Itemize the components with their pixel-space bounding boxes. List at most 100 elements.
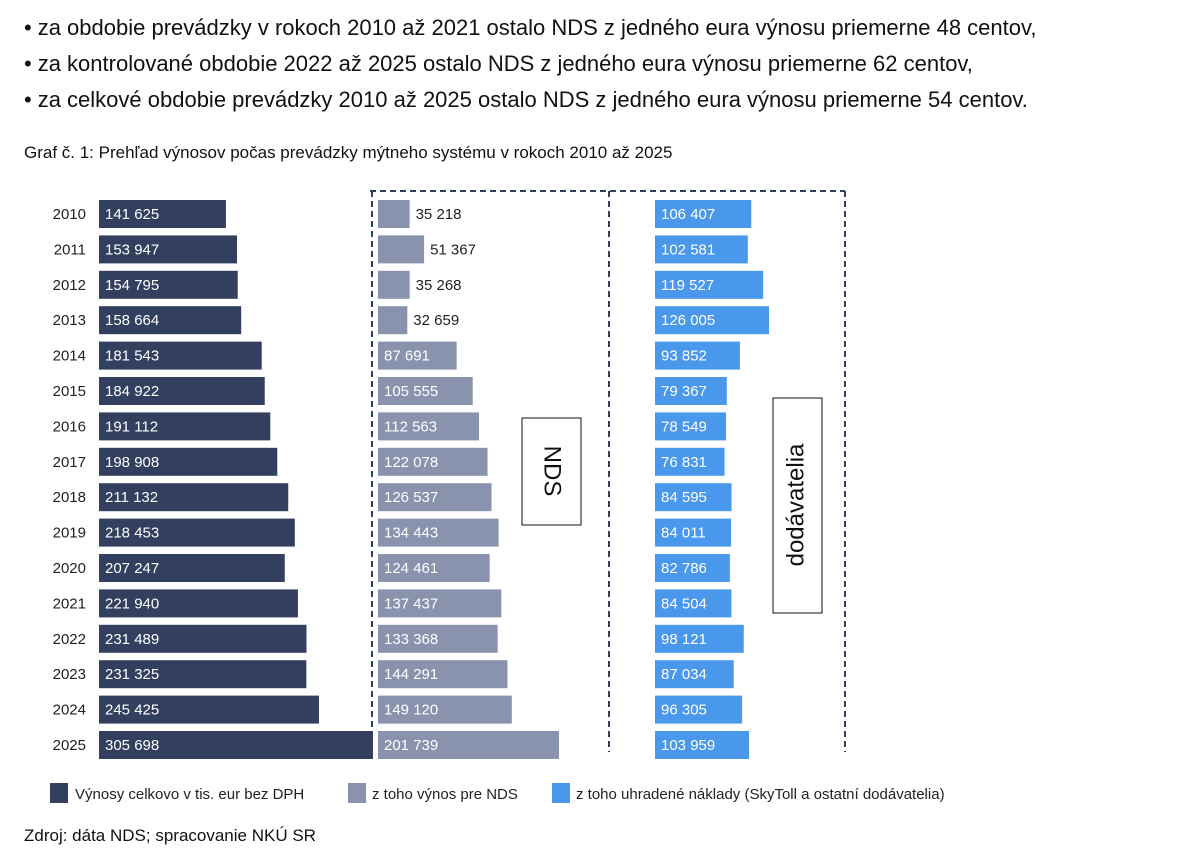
year-tick-label: 2012 <box>53 277 86 294</box>
legend-swatch <box>348 783 366 803</box>
bar-1 <box>99 660 307 689</box>
bullet-list: za obdobie prevádzky v rokoch 2010 až 20… <box>24 10 1037 118</box>
year-tick-label: 2017 <box>53 454 86 471</box>
bar-2 <box>378 447 488 476</box>
bar-value-label: 32 659 <box>413 312 459 329</box>
bar-value-label: 103 959 <box>661 737 715 754</box>
bar-value-label: 98 121 <box>661 631 707 648</box>
bar-2 <box>378 589 502 618</box>
bar-1 <box>99 695 319 724</box>
bar-value-label: 144 291 <box>384 666 438 683</box>
bar-1 <box>99 483 289 512</box>
bar-value-label: 51 367 <box>430 241 476 258</box>
bar-2 <box>378 624 498 653</box>
bar-1 <box>99 589 298 618</box>
legend-label: z toho výnos pre NDS <box>372 786 518 803</box>
year-tick-label: 2022 <box>53 631 86 648</box>
bar-1 <box>99 447 278 476</box>
legend-swatch <box>552 783 570 803</box>
bar-value-label: 141 625 <box>105 206 159 223</box>
bar-3 <box>655 235 748 264</box>
bar-2 <box>378 270 410 299</box>
bar-3 <box>655 447 725 476</box>
bar-value-label: 79 367 <box>661 383 707 400</box>
bar-1 <box>99 306 242 335</box>
year-tick-label: 2021 <box>53 595 86 612</box>
bar-value-label: 102 581 <box>661 241 715 258</box>
bar-2 <box>378 412 479 441</box>
bar-value-label: 96 305 <box>661 702 707 719</box>
bar-value-label: 126 005 <box>661 312 715 329</box>
source-note: Zdroj: dáta NDS; spracovanie NKÚ SR <box>24 826 316 845</box>
bar-value-label: 153 947 <box>105 241 159 258</box>
bar-2 <box>378 341 457 370</box>
bar-value-label: 134 443 <box>384 525 438 542</box>
bar-value-label: 207 247 <box>105 560 159 577</box>
bar-3 <box>655 306 769 335</box>
bullet-item: za kontrolované obdobie 2022 až 2025 ost… <box>24 46 1036 82</box>
bar-value-label: 245 425 <box>105 702 159 719</box>
bar-value-label: 87 691 <box>384 348 430 365</box>
chart-caption: Graf č. 1: Prehľad výnosov počas prevádz… <box>24 143 673 162</box>
bar-1 <box>99 554 285 582</box>
bar-value-label: 191 112 <box>105 418 158 435</box>
bar-3 <box>655 270 764 299</box>
bar-value-label: 78 549 <box>661 418 707 435</box>
bar-1 <box>99 377 265 405</box>
bar-2 <box>378 660 508 689</box>
bar-1 <box>99 270 238 299</box>
bar-2 <box>378 483 492 512</box>
bar-value-label: 133 368 <box>384 631 438 648</box>
bar-value-label: 149 120 <box>384 702 438 719</box>
bar-value-label: 137 437 <box>384 595 438 612</box>
bar-value-label: 305 698 <box>105 737 159 754</box>
bar-1 <box>99 412 271 441</box>
bar-2 <box>378 554 490 582</box>
bar-3 <box>655 695 743 724</box>
bar-3 <box>655 624 744 653</box>
bar-3 <box>655 660 734 689</box>
bar-2 <box>378 235 425 264</box>
bar-2 <box>378 731 559 759</box>
bar-value-label: 231 489 <box>105 631 159 648</box>
bar-3 <box>655 518 732 547</box>
year-tick-label: 2015 <box>53 383 86 400</box>
bar-value-label: 124 461 <box>384 560 438 577</box>
bar-2 <box>378 200 410 228</box>
year-tick-label: 2014 <box>53 348 86 365</box>
bar-value-label: 211 132 <box>105 489 158 506</box>
bar-2 <box>378 695 512 724</box>
bar-1 <box>99 235 237 264</box>
bullet-item: za celkové obdobie prevádzky 2010 až 202… <box>24 82 1036 118</box>
annotation-nds: NDS <box>539 446 566 497</box>
bar-3 <box>655 731 750 759</box>
legend-label: z toho uhradené náklady (SkyToll a ostat… <box>576 786 945 803</box>
bar-3 <box>655 200 752 228</box>
bar-1 <box>99 200 226 228</box>
bar-value-label: 82 786 <box>661 560 707 577</box>
bar-value-label: 119 527 <box>661 277 714 294</box>
legend-label: Výnosy celkovo v tis. eur bez DPH <box>75 786 304 803</box>
bar-2 <box>378 377 473 405</box>
bar-3 <box>655 412 727 441</box>
bar-value-label: 198 908 <box>105 454 159 471</box>
bar-value-label: 84 011 <box>661 525 706 542</box>
bar-value-label: 158 664 <box>105 312 159 329</box>
bar-value-label: 154 795 <box>105 277 159 294</box>
year-tick-label: 2010 <box>53 206 86 223</box>
bar-value-label: 84 595 <box>661 489 707 506</box>
bar-1 <box>99 341 262 370</box>
bar-value-label: 221 940 <box>105 595 159 612</box>
bar-value-label: 105 555 <box>384 383 438 400</box>
bar-1 <box>99 731 373 759</box>
bullet-item: za obdobie prevádzky v rokoch 2010 až 20… <box>24 10 1037 46</box>
bar-value-label: 87 034 <box>661 666 707 683</box>
bar-value-label: 201 739 <box>384 737 438 754</box>
year-tick-label: 2023 <box>53 666 86 683</box>
year-tick-label: 2016 <box>53 418 86 435</box>
bar-3 <box>655 554 730 582</box>
bar-3 <box>655 377 727 405</box>
year-tick-label: 2018 <box>53 489 86 506</box>
bar-value-label: 126 537 <box>384 489 438 506</box>
annotation-box-suppliers <box>772 397 823 614</box>
